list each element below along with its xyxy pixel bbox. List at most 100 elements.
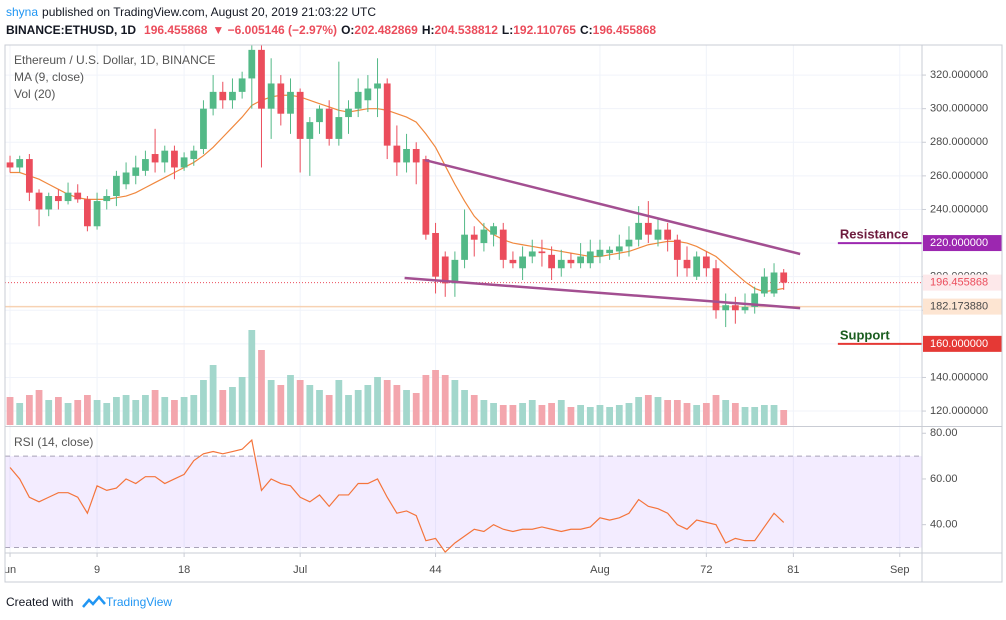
candle-body	[122, 172, 130, 185]
volume-bar	[113, 397, 120, 425]
candle-body	[16, 159, 24, 168]
candle-body	[200, 108, 207, 149]
candle-body	[644, 222, 652, 235]
volume-bar	[171, 400, 178, 425]
candle-body	[606, 249, 614, 254]
volume-bar	[383, 380, 391, 425]
rsi-tick-label: 40.00	[930, 519, 958, 531]
candle-body	[296, 91, 304, 139]
volume-bar	[354, 390, 362, 425]
x-tick-label: Jul	[293, 564, 307, 576]
candle-body	[432, 232, 439, 277]
candle-body	[393, 145, 401, 163]
candle-body	[751, 293, 759, 307]
candle-body	[461, 234, 468, 260]
volume-bar	[122, 395, 130, 425]
change: ▼ −6.005146 (−2.97%)	[212, 23, 337, 37]
volume-bar	[499, 405, 507, 425]
volume-bar	[760, 405, 768, 425]
volume-bar	[25, 395, 33, 425]
candle-body	[229, 91, 236, 101]
volume-bar	[741, 407, 749, 425]
y-tick-label: 120.000000	[930, 405, 988, 417]
candle-body	[509, 259, 517, 264]
rsi-tick-label: 60.00	[930, 473, 958, 485]
volume-bar	[364, 385, 372, 425]
volume-bar	[615, 405, 623, 425]
volume-bar	[296, 380, 304, 425]
price-line-label-bg	[923, 298, 1002, 315]
candle-body	[248, 49, 256, 79]
candle-body	[345, 108, 352, 118]
candle-body	[770, 272, 778, 294]
close-label: C:	[580, 23, 593, 37]
close-value: 196.455868	[593, 23, 657, 37]
volume-bar	[432, 370, 439, 425]
volume-bar	[345, 395, 352, 425]
volume-bar	[238, 377, 246, 425]
candle-body	[354, 91, 362, 109]
volume-bar	[625, 403, 633, 425]
candle-body	[93, 201, 101, 227]
candle-body	[383, 83, 391, 146]
candle-body	[316, 108, 323, 123]
volume-bar	[248, 330, 256, 425]
candle-body	[374, 83, 381, 89]
candle-body	[693, 256, 701, 277]
candle-body	[519, 256, 526, 269]
volume-bar	[316, 390, 323, 425]
volume-bar	[422, 375, 430, 425]
trendline	[404, 276, 801, 310]
candle-body	[615, 246, 623, 252]
low-value: 192.110765	[513, 23, 576, 37]
volume-bar	[654, 397, 662, 425]
logo	[82, 595, 106, 608]
candle-body	[635, 222, 643, 240]
candle-body	[113, 175, 120, 197]
volume-bar	[306, 385, 314, 425]
symbol-line: BINANCE:ETHUSD, 1D 196.455868 ▼ −6.005146 …	[6, 23, 656, 37]
rsi-band	[5, 456, 922, 548]
x-tick-label: Sep	[890, 564, 910, 576]
x-tick-label: Aug	[590, 564, 610, 576]
volume-bar	[180, 397, 188, 425]
candle-body	[683, 259, 691, 269]
ma-legend: MA (9, close)	[14, 70, 84, 84]
volume-bar	[567, 407, 575, 425]
volume-bar	[287, 375, 294, 425]
candle-body	[528, 251, 536, 257]
volume-bar	[451, 380, 459, 425]
candle-body	[45, 196, 53, 210]
publish-line: shyna published on TradingView.com, Augus…	[6, 5, 376, 19]
volume-bar	[374, 377, 381, 425]
volume-bar	[267, 380, 275, 425]
high-label: H:	[422, 23, 435, 37]
candle-body	[422, 159, 430, 235]
candle-body	[6, 162, 14, 168]
volume-bar	[606, 407, 614, 425]
candle-body	[364, 88, 372, 101]
candle-body	[451, 259, 459, 284]
footer-created: Created with	[6, 595, 73, 609]
volume-bar	[461, 390, 468, 425]
volume-bar	[664, 400, 672, 425]
candle-body	[538, 251, 546, 254]
volume-bar	[702, 403, 710, 425]
volume-bar	[673, 400, 681, 425]
volume-bar	[644, 395, 652, 425]
price-line-label: 182.173880	[930, 301, 988, 313]
candle-body	[306, 122, 314, 139]
volume-bar	[596, 405, 604, 425]
x-tick-label: un	[4, 564, 16, 576]
volume-bar	[84, 395, 91, 425]
candle-body	[664, 229, 672, 240]
footer-brand[interactable]: TradingView	[106, 595, 172, 609]
candle-body	[74, 192, 82, 200]
open-label: O:	[341, 23, 354, 37]
level-label-bg	[923, 235, 1002, 252]
candle-body	[625, 239, 633, 247]
volume-bar	[780, 410, 788, 425]
candle-body	[403, 148, 410, 163]
volume-bar	[751, 407, 759, 425]
volume-bar	[635, 397, 643, 425]
